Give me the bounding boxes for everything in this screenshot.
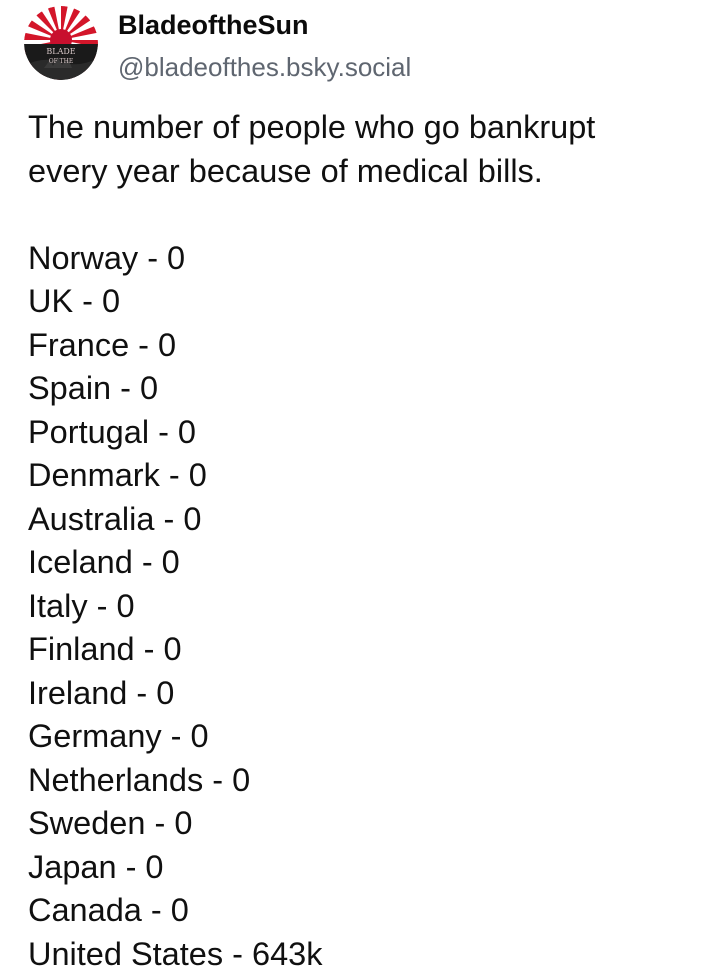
avatar-text-line1: BLADE [46,47,75,56]
list-item: Germany - 0 [28,715,698,759]
list-item: Italy - 0 [28,585,698,629]
country-list: Norway - 0 UK - 0 France - 0 Spain - 0 P… [28,237,698,976]
blank-line [28,193,698,237]
avatar-text-line2: OF THE [49,58,74,65]
post-header: BLADE OF THE BladeoftheSun @bladeofthes.… [24,6,696,86]
list-item: Netherlands - 0 [28,759,698,803]
post-intro: The number of people who go bankrupt eve… [28,106,698,193]
list-item: Spain - 0 [28,367,698,411]
list-item: Denmark - 0 [28,454,698,498]
post-intro-line-2: every year because of medical bills. [28,150,698,194]
list-item: Sweden - 0 [28,802,698,846]
author-handle[interactable]: @bladeofthes.bsky.social [118,50,411,84]
list-item: Norway - 0 [28,237,698,281]
list-item: United States - 643k [28,933,698,976]
post-body: The number of people who go bankrupt eve… [28,106,698,976]
rising-sun-avatar-icon: BLADE OF THE [24,6,98,80]
author-display-name[interactable]: BladeoftheSun [118,8,309,42]
list-item: UK - 0 [28,280,698,324]
post-intro-line-1: The number of people who go bankrupt [28,106,698,150]
list-item: Japan - 0 [28,846,698,890]
list-item: France - 0 [28,324,698,368]
list-item: Ireland - 0 [28,672,698,716]
list-item: Portugal - 0 [28,411,698,455]
list-item: Australia - 0 [28,498,698,542]
list-item: Finland - 0 [28,628,698,672]
list-item: Iceland - 0 [28,541,698,585]
list-item: Canada - 0 [28,889,698,933]
avatar[interactable]: BLADE OF THE [24,6,98,80]
